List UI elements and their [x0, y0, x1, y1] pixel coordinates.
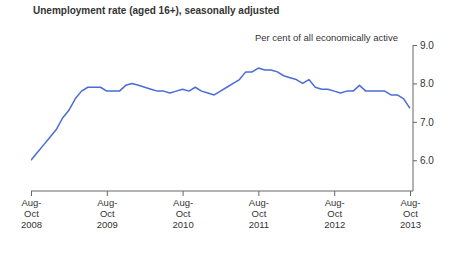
x-tick-label-line: Aug-	[400, 197, 420, 208]
x-tick-label: Aug-Oct2010	[173, 197, 194, 230]
x-tick: Aug-Oct2012	[324, 191, 345, 230]
title: Unemployment rate (aged 16+), seasonally…	[33, 5, 279, 16]
x-tick-label-line: Aug-	[173, 197, 193, 208]
y-tick-mark	[413, 160, 417, 161]
x-tick-label-line: Oct	[24, 208, 39, 219]
x-tick-mark	[183, 191, 184, 196]
x-tick-label-line: 2013	[400, 219, 421, 230]
x-tick-mark	[31, 191, 32, 196]
x-tick-label-line: Aug-	[249, 197, 269, 208]
x-tick-label-line: 2009	[97, 219, 118, 230]
x-tick: Aug-Oct2011	[249, 191, 269, 230]
x-tick-label-line: Aug-	[325, 197, 345, 208]
x-tick: Aug-Oct2008	[21, 191, 42, 230]
y-axis-line	[413, 45, 414, 191]
x-tick-label-line: Aug-	[97, 197, 117, 208]
x-tick-mark	[334, 191, 335, 196]
y-tick-label: 7.0	[420, 117, 434, 128]
y-tick-mark	[413, 83, 417, 84]
x-tick-label-line: 2008	[21, 219, 42, 230]
y-tick-mark	[413, 45, 417, 46]
x-tick-label-line: Oct	[252, 208, 267, 219]
x-axis: Aug-Oct2008Aug-Oct2009Aug-Oct2010Aug-Oct…	[21, 191, 421, 230]
x-tick-label: Aug-Oct2011	[249, 197, 269, 230]
y-axis: 6.0 7.0 8.0 9.0	[413, 40, 434, 191]
y-tick-label: 9.0	[420, 40, 434, 51]
chart: Unemployment rate (aged 16+), seasonally…	[0, 0, 460, 255]
x-tick-mark	[410, 191, 411, 196]
x-tick-label: Aug-Oct2009	[97, 197, 118, 230]
y-tick-label: 8.0	[420, 78, 434, 89]
x-tick-label: Aug-Oct2008	[21, 197, 42, 230]
x-tick: Aug-Oct2009	[97, 191, 118, 230]
y-tick: 7.0	[413, 117, 434, 128]
x-tick-label-line: 2010	[173, 219, 194, 230]
x-tick-label-line: Aug-	[21, 197, 41, 208]
x-tick-label-line: Oct	[100, 208, 115, 219]
x-axis-line	[31, 191, 413, 192]
y-tick: 8.0	[413, 78, 434, 89]
series-line	[31, 68, 410, 160]
x-tick: Aug-Oct2013	[400, 191, 421, 230]
x-tick-label: Aug-Oct2013	[400, 197, 421, 230]
x-tick-mark	[258, 191, 259, 196]
x-tick-mark	[107, 191, 108, 196]
x-tick-label-line: Oct	[327, 208, 342, 219]
x-tick-label-line: 2012	[324, 219, 345, 230]
x-tick-label: Aug-Oct2012	[324, 197, 345, 230]
y-tick: 9.0	[413, 40, 434, 51]
x-tick-label-line: Oct	[403, 208, 418, 219]
plot-area	[31, 68, 410, 160]
y-tick-label: 6.0	[420, 155, 434, 166]
x-tick-label-line: Oct	[176, 208, 191, 219]
x-tick: Aug-Oct2010	[173, 191, 194, 230]
x-tick-label-line: 2011	[249, 219, 269, 230]
y-tick-mark	[413, 122, 417, 123]
y-tick: 6.0	[413, 155, 434, 166]
y-label: Per cent of all economically active	[255, 32, 398, 43]
